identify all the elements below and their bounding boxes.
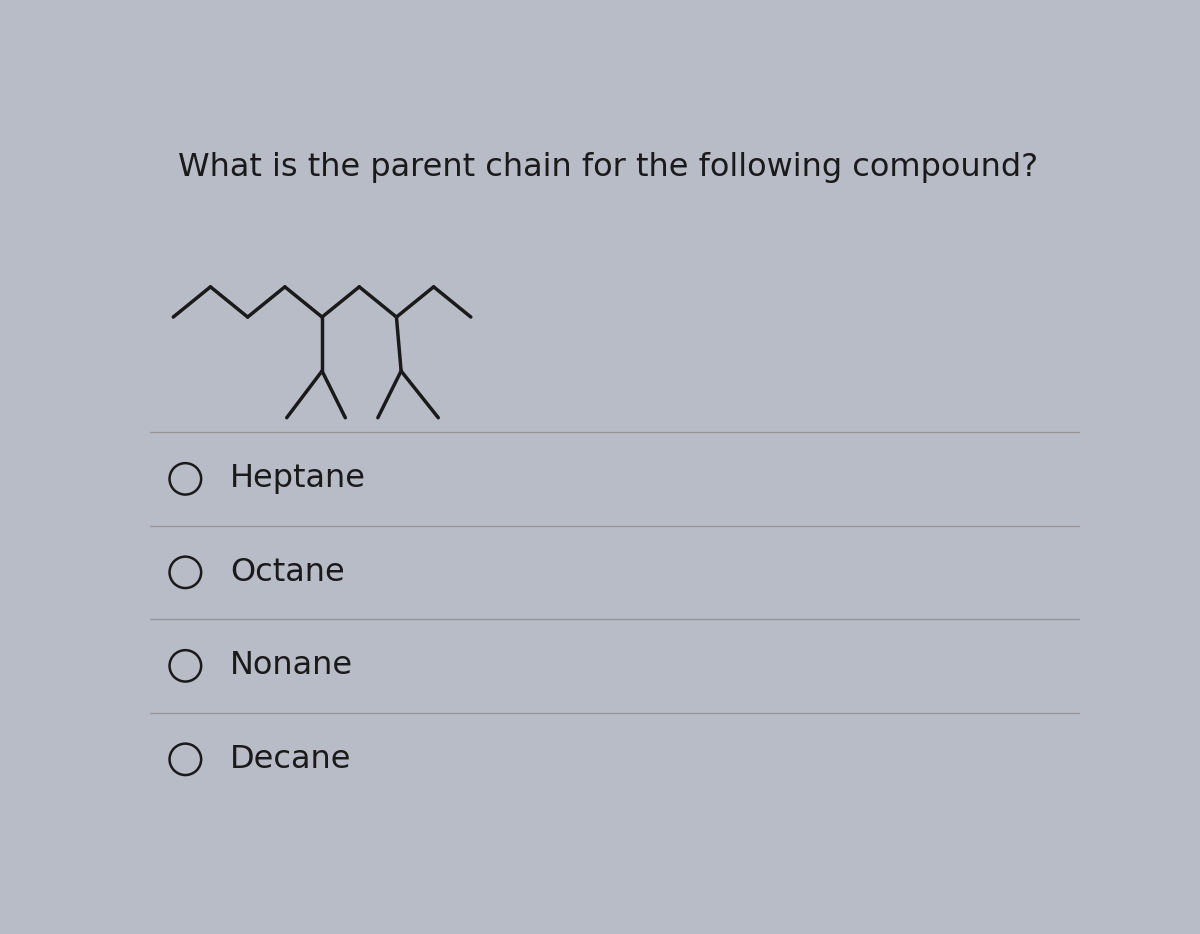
Text: What is the parent chain for the following compound?: What is the parent chain for the followi…: [178, 151, 1038, 183]
Text: Heptane: Heptane: [230, 463, 366, 494]
Text: Octane: Octane: [230, 557, 344, 587]
Text: Nonane: Nonane: [230, 650, 353, 681]
Text: Decane: Decane: [230, 743, 352, 775]
